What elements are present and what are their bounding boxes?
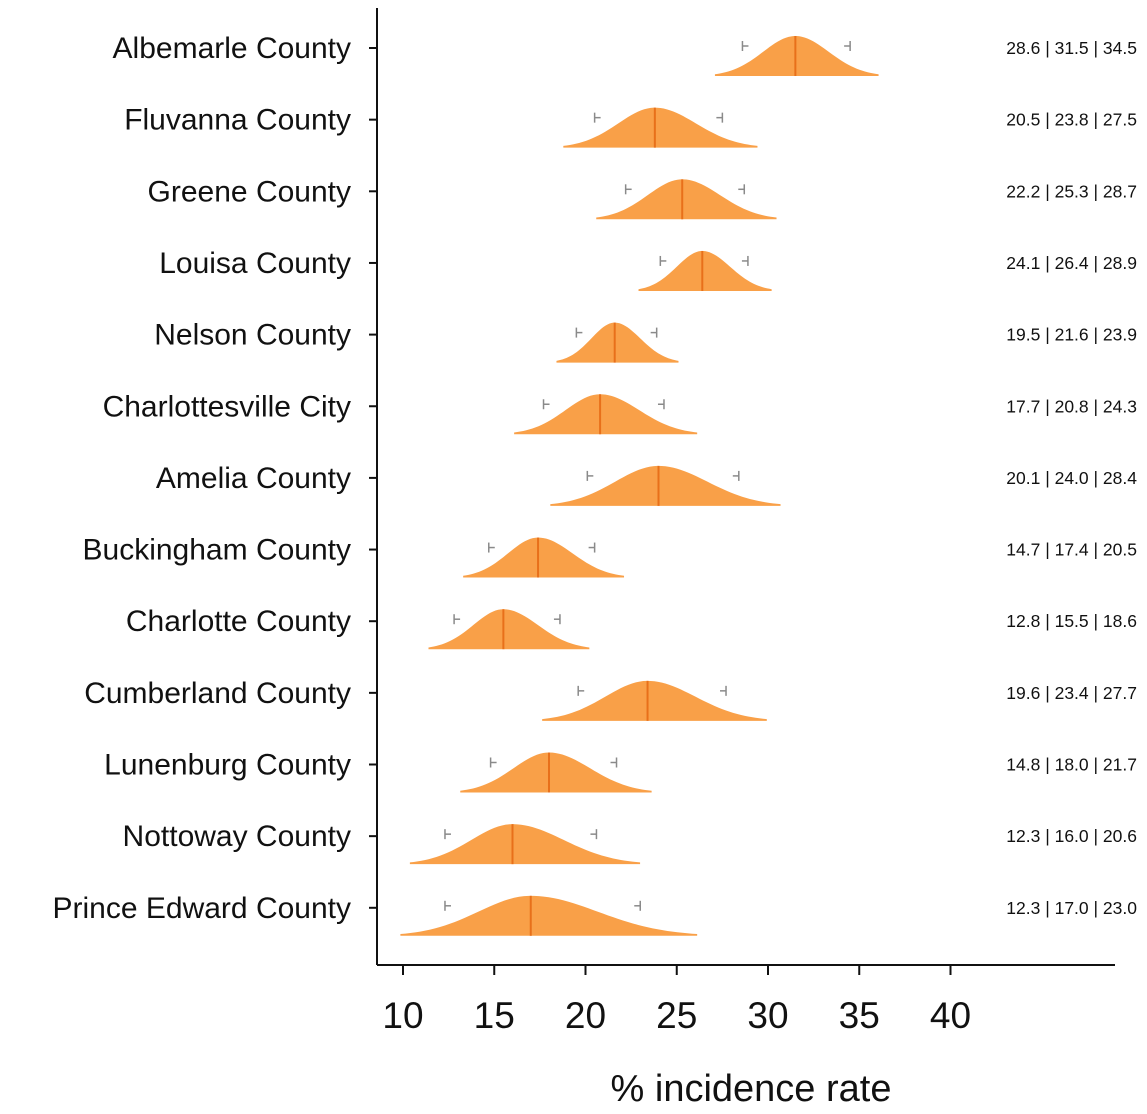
row-10: Lunenburg County 14.8 | 18.0 | 21.7 [104,749,1137,793]
interval-whiskers [575,327,658,338]
interval-whiskers [542,399,665,410]
category-label: Buckingham County [83,534,351,567]
category-label: Louisa County [159,247,351,280]
interval-whiskers [489,757,618,768]
distribution-shape [638,250,772,291]
row-4: Nelson County 19.5 | 21.6 | 23.9 [154,319,1137,363]
row-9: Cumberland County 19.6 | 23.4 | 27.7 [84,677,1137,721]
interval-whiskers [444,900,641,911]
interval-whiskers [741,41,851,51]
value-label: 12.8 | 15.5 | 18.6 [1006,611,1137,631]
value-label: 20.1 | 24.0 | 28.4 [1006,468,1137,488]
distribution-shape [556,322,679,363]
distribution-shape [542,680,767,721]
value-label: 17.7 | 20.8 | 24.3 [1006,396,1137,416]
category-label: Cumberland County [84,677,351,710]
row-8: Charlotte County 12.8 | 15.5 | 18.6 [126,605,1137,650]
value-label: 12.3 | 16.0 | 20.6 [1006,826,1137,846]
distribution-shape [460,752,652,793]
distribution-shape [563,107,758,148]
row-1: Fluvanna County 20.5 | 23.8 | 27.5 [124,104,1137,148]
interval-whiskers [586,470,740,481]
distribution-shape [428,609,590,650]
interval-whiskers [624,184,746,195]
row-5: Charlottesville City 17.7 | 20.8 | 24.3 [103,390,1137,435]
interval-whiskers [488,542,596,553]
row-0: Albemarle County 28.6 | 31.5 | 34.5 [113,32,1137,76]
interval-whiskers [453,614,561,625]
category-label: Greene County [148,175,351,208]
category-label: Charlotte County [126,605,351,638]
row-12: Prince Edward County 12.3 | 17.0 | 23.0 [53,892,1137,936]
category-label: Nottoway County [123,820,351,853]
distribution-shape [550,465,781,506]
x-tick-label: 15 [474,995,515,1036]
x-tick-label: 10 [382,995,423,1036]
distribution-shape [596,179,777,220]
value-label: 12.3 | 17.0 | 23.0 [1006,898,1137,918]
category-label: Lunenburg County [104,749,351,782]
row-3: Louisa County 24.1 | 26.4 | 28.9 [159,247,1137,291]
row-2: Greene County 22.2 | 25.3 | 28.7 [148,175,1137,220]
row-11: Nottoway County 12.3 | 16.0 | 20.6 [123,820,1137,865]
category-label: Fluvanna County [124,104,351,137]
plot-area: Albemarle County 28.6 | 31.5 | 34.5 Fluvan… [53,32,1137,936]
row-6: Amelia County 20.1 | 24.0 | 28.4 [156,462,1137,506]
value-label: 14.8 | 18.0 | 21.7 [1006,755,1137,775]
category-label: Charlottesville City [103,390,351,423]
distribution-shape [714,36,879,76]
value-label: 22.2 | 25.3 | 28.7 [1006,181,1137,201]
row-7: Buckingham County 14.7 | 17.4 | 20.5 [83,534,1137,578]
x-tick-label: 20 [565,995,606,1036]
value-label: 20.5 | 23.8 | 27.5 [1006,110,1137,130]
x-tick-label: 40 [930,995,971,1036]
distribution-shape [514,394,698,435]
category-label: Amelia County [156,462,351,495]
distribution-shape [409,824,641,865]
interval-whiskers [577,685,727,696]
category-label: Albemarle County [113,32,351,65]
category-label: Nelson County [154,319,351,352]
value-label: 14.7 | 17.4 | 20.5 [1006,540,1137,560]
x-tick-label: 35 [839,995,880,1036]
interval-whiskers [659,255,749,266]
value-label: 19.5 | 21.6 | 23.9 [1006,325,1137,345]
interval-whiskers [593,112,724,123]
interval-whiskers [444,829,598,840]
category-label: Prince Edward County [53,892,351,925]
x-axis-title: % incidence rate [611,1068,892,1110]
x-tick-label: 25 [656,995,697,1036]
value-label: 28.6 | 31.5 | 34.5 [1006,38,1137,58]
distribution-shape [463,537,625,578]
value-label: 19.6 | 23.4 | 27.7 [1006,683,1137,703]
distribution-shape [400,895,698,936]
value-label: 24.1 | 26.4 | 28.9 [1006,253,1137,273]
x-tick-label: 30 [747,995,788,1036]
axes: 10 15 20 25 30 35 40 [369,8,1115,1036]
